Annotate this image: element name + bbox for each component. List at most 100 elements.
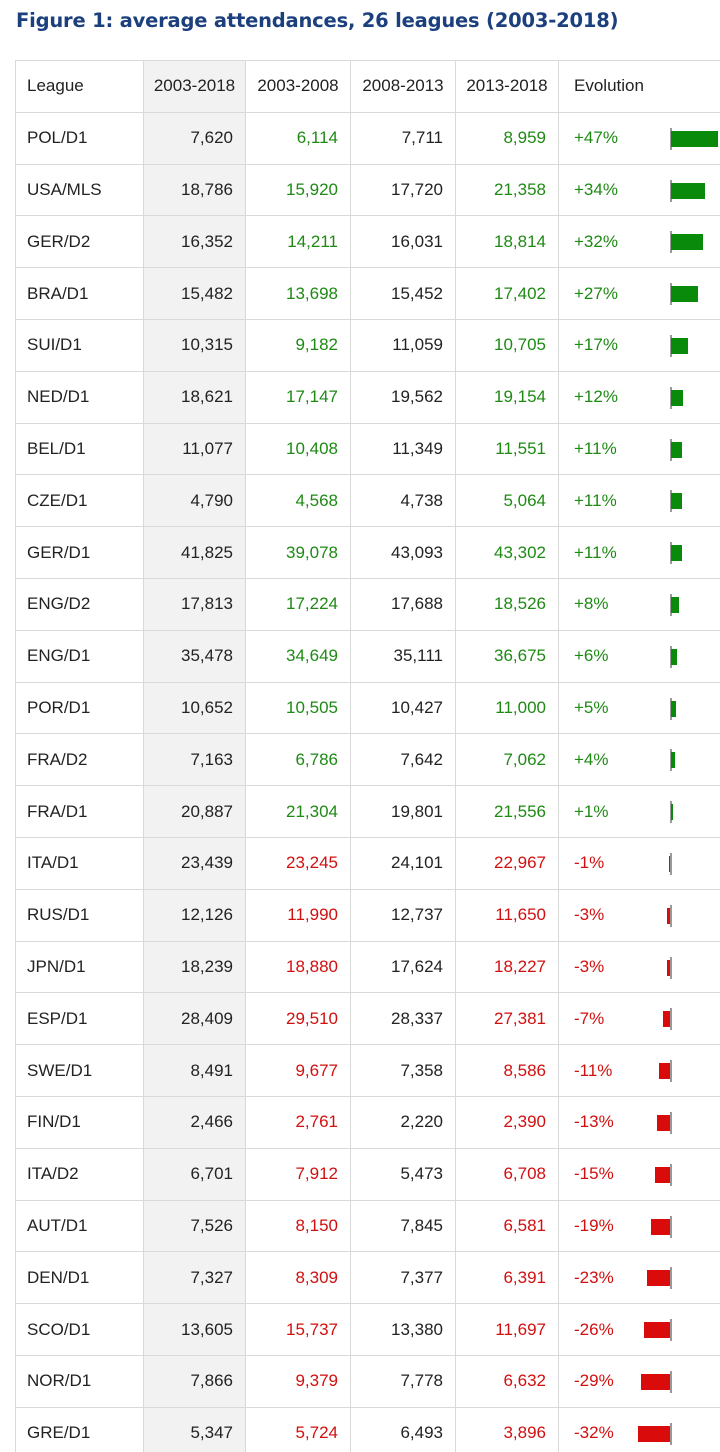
evolution-percent: +5% — [574, 697, 609, 717]
table-row: ENG/D2 17,813 17,224 17,688 18,526 +8% — [15, 577, 720, 631]
avg-2003-2018-cell: 11,077 — [143, 422, 246, 476]
table-row: FRA/D2 7,163 6,786 7,642 7,062 +4% — [15, 733, 720, 787]
avg-2003-2008-cell: 17,224 — [245, 577, 351, 631]
avg-2008-2013-cell: 11,059 — [350, 318, 456, 372]
evolution-cell: +17% — [558, 318, 720, 372]
evolution-percent: -19% — [574, 1215, 614, 1235]
avg-2003-2008-cell: 5,724 — [245, 1406, 351, 1452]
avg-2013-2018-cell: 7,062 — [455, 733, 559, 787]
league-cell: AUT/D1 — [15, 1199, 144, 1253]
evolution-axis — [670, 1267, 672, 1290]
avg-2008-2013-cell: 7,642 — [350, 733, 456, 787]
evolution-bar — [671, 648, 677, 665]
avg-2003-2018-cell: 41,825 — [143, 526, 246, 579]
avg-2013-2018-cell: 21,358 — [455, 163, 559, 217]
evolution-bar — [644, 1322, 670, 1339]
avg-2003-2018-cell: 2,466 — [143, 1095, 246, 1149]
avg-2013-2018-cell: 5,064 — [455, 474, 559, 528]
evolution-percent: +27% — [574, 283, 618, 303]
avg-2003-2018-cell: 7,526 — [143, 1199, 246, 1253]
avg-2003-2018-cell: 17,813 — [143, 577, 246, 631]
evolution-bar — [671, 337, 688, 354]
evolution-bar — [671, 286, 698, 303]
avg-2008-2013-cell: 2,220 — [350, 1095, 456, 1149]
evolution-bar — [667, 907, 670, 924]
avg-2008-2013-cell: 19,562 — [350, 370, 456, 424]
league-cell: CZE/D1 — [15, 474, 144, 528]
avg-2003-2018-cell: 35,478 — [143, 629, 246, 683]
evolution-cell: -7% — [558, 992, 720, 1046]
evolution-axis — [670, 1422, 672, 1445]
avg-2008-2013-cell: 7,711 — [350, 111, 456, 165]
evolution-axis — [670, 1215, 672, 1238]
evolution-percent: -7% — [574, 1008, 605, 1028]
evolution-cell: +5% — [558, 681, 720, 735]
evolution-percent: -11% — [574, 1060, 613, 1080]
avg-2003-2008-cell: 9,677 — [245, 1044, 351, 1097]
evolution-percent: -3% — [574, 956, 605, 976]
evolution-cell: +32% — [558, 215, 720, 269]
table-row: SCO/D1 13,605 15,737 13,380 11,697 -26% — [15, 1303, 720, 1356]
league-cell: FRA/D2 — [15, 733, 144, 787]
avg-2003-2018-cell: 6,701 — [143, 1147, 246, 1201]
evolution-percent: +11% — [574, 542, 617, 562]
avg-2003-2008-cell: 15,920 — [245, 163, 351, 217]
league-cell: BEL/D1 — [15, 422, 144, 476]
avg-2003-2018-cell: 13,605 — [143, 1303, 246, 1356]
table-row: USA/MLS 18,786 15,920 17,720 21,358 +34% — [15, 163, 720, 217]
avg-2008-2013-cell: 6,493 — [350, 1406, 456, 1452]
avg-2003-2018-cell: 7,620 — [143, 111, 246, 165]
evolution-percent: +8% — [574, 594, 609, 614]
avg-2008-2013-cell: 7,845 — [350, 1199, 456, 1253]
avg-2003-2008-cell: 39,078 — [245, 526, 351, 579]
evolution-bar — [668, 855, 670, 872]
avg-2008-2013-cell: 15,452 — [350, 267, 456, 320]
avg-2013-2018-cell: 2,390 — [455, 1095, 559, 1149]
avg-2013-2018-cell: 18,814 — [455, 215, 559, 269]
table-row: SUI/D1 10,315 9,182 11,059 10,705 +17% — [15, 318, 720, 372]
evolution-bar — [667, 959, 670, 976]
evolution-axis — [670, 1060, 672, 1083]
avg-2003-2018-cell: 5,347 — [143, 1406, 246, 1452]
evolution-axis — [670, 1370, 672, 1393]
evolution-axis — [670, 1008, 672, 1031]
table-row: DEN/D1 7,327 8,309 7,377 6,391 -23% — [15, 1251, 720, 1305]
league-cell: GRE/D1 — [15, 1406, 144, 1452]
league-cell: FIN/D1 — [15, 1095, 144, 1149]
avg-2008-2013-cell: 5,473 — [350, 1147, 456, 1201]
league-cell: GER/D1 — [15, 526, 144, 579]
avg-2003-2018-cell: 7,327 — [143, 1251, 246, 1305]
avg-2003-2008-cell: 10,505 — [245, 681, 351, 735]
avg-2003-2008-cell: 29,510 — [245, 992, 351, 1046]
avg-2008-2013-cell: 7,377 — [350, 1251, 456, 1305]
avg-2003-2018-cell: 28,409 — [143, 992, 246, 1046]
league-cell: USA/MLS — [15, 163, 144, 217]
avg-2003-2018-cell: 18,621 — [143, 370, 246, 424]
evolution-cell: -3% — [558, 888, 720, 942]
evolution-cell: -32% — [558, 1406, 720, 1452]
header-2008-2013: 2008-2013 — [350, 60, 456, 113]
table-row: FRA/D1 20,887 21,304 19,801 21,556 +1% — [15, 785, 720, 838]
evolution-axis — [670, 1163, 672, 1186]
evolution-percent: -26% — [574, 1319, 614, 1339]
avg-2003-2008-cell: 14,211 — [245, 215, 351, 269]
evolution-bar — [671, 700, 676, 717]
table-row: POL/D1 7,620 6,114 7,711 8,959 +47% — [15, 111, 720, 165]
evolution-percent: +17% — [574, 335, 618, 355]
evolution-cell: +47% — [558, 111, 720, 165]
avg-2003-2008-cell: 4,568 — [245, 474, 351, 528]
avg-2013-2018-cell: 11,000 — [455, 681, 559, 735]
evolution-percent: +1% — [574, 801, 609, 821]
avg-2003-2008-cell: 2,761 — [245, 1095, 351, 1149]
avg-2003-2018-cell: 10,315 — [143, 318, 246, 372]
table-row: ITA/D1 23,439 23,245 24,101 22,967 -1% — [15, 836, 720, 890]
avg-2003-2018-cell: 15,482 — [143, 267, 246, 320]
table-row: AUT/D1 7,526 8,150 7,845 6,581 -19% — [15, 1199, 720, 1253]
avg-2003-2018-cell: 23,439 — [143, 836, 246, 890]
avg-2013-2018-cell: 27,381 — [455, 992, 559, 1046]
evolution-bar — [655, 1166, 670, 1183]
evolution-cell: +11% — [558, 474, 720, 528]
league-cell: SWE/D1 — [15, 1044, 144, 1097]
avg-2003-2018-cell: 7,866 — [143, 1354, 246, 1408]
avg-2003-2008-cell: 21,304 — [245, 785, 351, 838]
